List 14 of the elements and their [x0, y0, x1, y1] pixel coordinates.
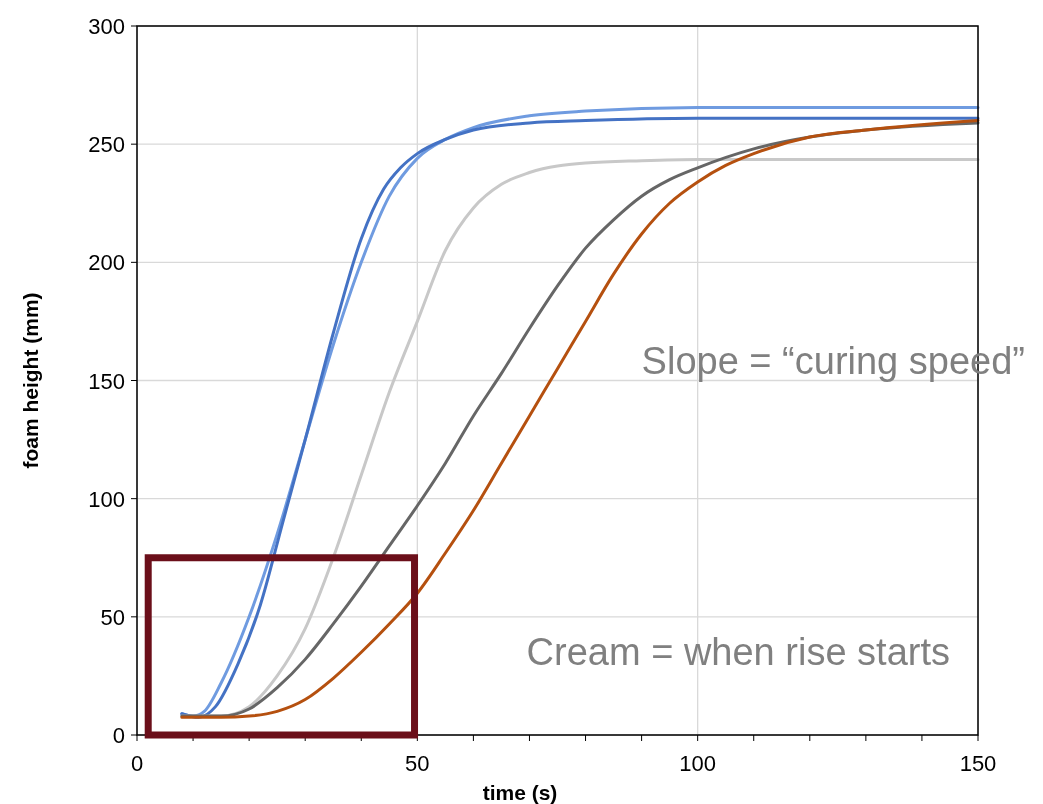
y-tick-label: 300: [88, 14, 125, 39]
y-tick-label: 100: [88, 486, 125, 512]
y-tick-label: 250: [88, 132, 125, 158]
x-tick-label: 150: [959, 751, 997, 776]
y-tick-label: 0: [112, 723, 125, 748]
x-tick-label: 50: [405, 751, 430, 776]
y-tick-label: 50: [100, 604, 125, 630]
x-tick-label: 100: [679, 751, 717, 776]
y-axis-title: foam height (mm): [19, 292, 42, 469]
y-tick-label: 200: [88, 250, 125, 276]
annotation: Cream = when rise starts: [526, 631, 950, 673]
y-tick-label: 150: [88, 368, 125, 394]
x-tick-label: 0: [130, 751, 144, 776]
x-axis-title: time (s): [482, 781, 558, 804]
